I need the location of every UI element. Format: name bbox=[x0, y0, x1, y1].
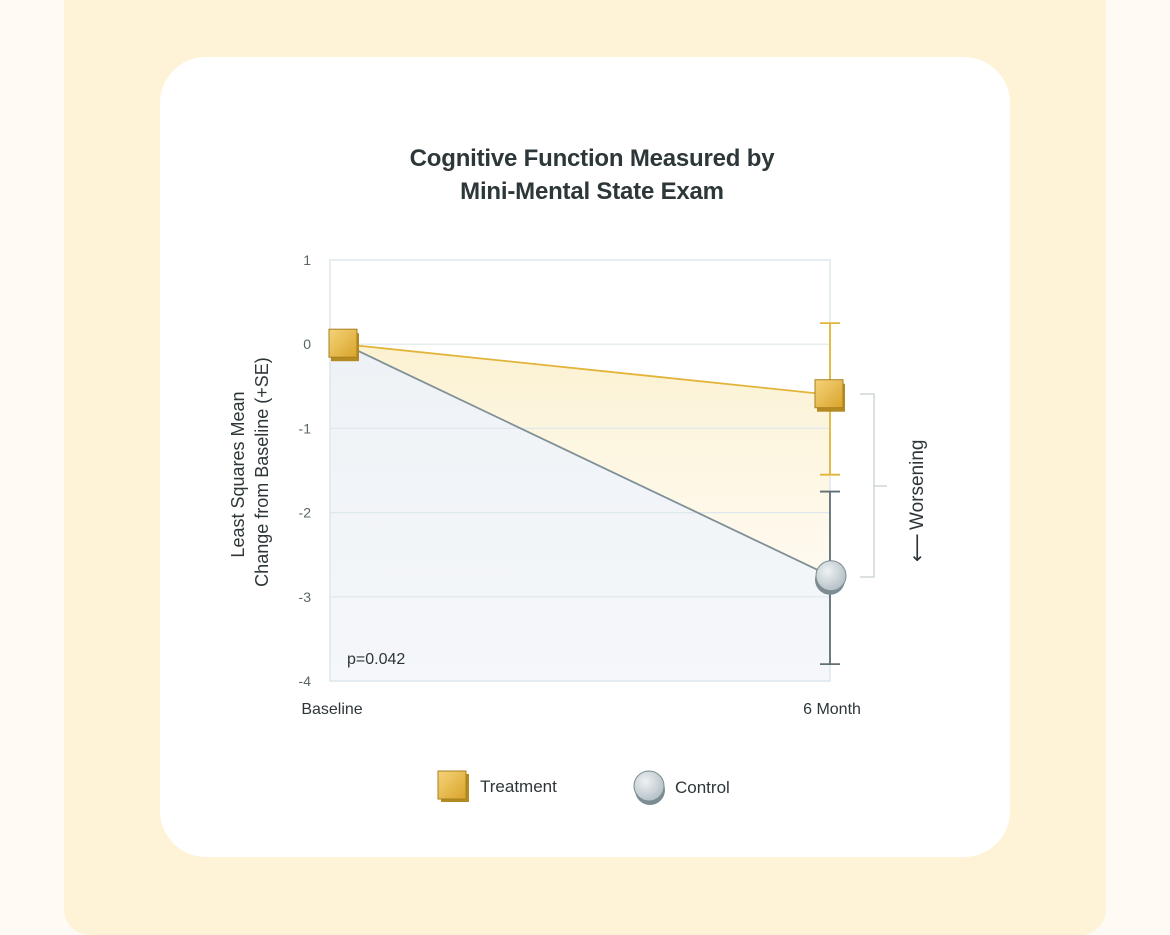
legend-item-control: Control bbox=[633, 770, 730, 805]
y-tick-label: 0 bbox=[303, 336, 311, 352]
y-axis-label-line-2: Change from Baseline (+SE) bbox=[252, 357, 272, 587]
gridlines bbox=[330, 343, 830, 598]
x-tick-labels: Baseline 6 Month bbox=[301, 701, 861, 718]
worsening-bracket bbox=[860, 393, 887, 578]
legend-label-control: Control bbox=[675, 778, 730, 797]
y-tick-label: -3 bbox=[299, 589, 312, 605]
legend-square-icon bbox=[437, 770, 469, 802]
chart-title: Cognitive Function Measured by Mini-Ment… bbox=[160, 142, 1024, 208]
control-point-6-month bbox=[815, 560, 847, 595]
chart-title-line-2: Mini-Mental State Exam bbox=[460, 178, 724, 205]
treatment-point-6-month bbox=[814, 379, 845, 412]
y-tick-label: 1 bbox=[303, 252, 311, 268]
y-tick-labels: 1 0 -1 -2 -3 -4 bbox=[299, 252, 312, 689]
worsening-arrow: ⟵ bbox=[905, 533, 929, 562]
data-markers bbox=[328, 328, 847, 595]
y-tick-label: -2 bbox=[299, 505, 312, 521]
series-line-control bbox=[343, 343, 831, 577]
p-value-label: p=0.042 bbox=[347, 651, 405, 668]
y-tick-label: -1 bbox=[299, 420, 312, 436]
y-axis-label-line-1: Least Squares Mean bbox=[228, 391, 248, 557]
series-lines bbox=[343, 343, 831, 577]
circle-marker-face bbox=[815, 560, 847, 592]
chart-title-line-1: Cognitive Function Measured by bbox=[409, 145, 775, 172]
legend: Treatment Control bbox=[437, 770, 730, 805]
legend-item-treatment: Treatment bbox=[437, 770, 557, 802]
legend-label-treatment: Treatment bbox=[480, 777, 557, 796]
square-marker-face bbox=[814, 379, 844, 409]
legend-circle-icon bbox=[633, 770, 665, 805]
y-axis-label: Least Squares Mean Change from Baseline … bbox=[228, 357, 272, 587]
worsening-label: Worsening bbox=[907, 440, 928, 530]
x-tick-label: 6 Month bbox=[803, 701, 861, 718]
square-marker-face bbox=[328, 328, 358, 358]
series-line-treatment bbox=[343, 343, 831, 396]
treatment-point-baseline bbox=[328, 328, 359, 362]
y-tick-label: -4 bbox=[299, 673, 312, 689]
worsening-annotation: ⟵ Worsening bbox=[905, 440, 929, 562]
x-tick-label: Baseline bbox=[301, 701, 362, 718]
